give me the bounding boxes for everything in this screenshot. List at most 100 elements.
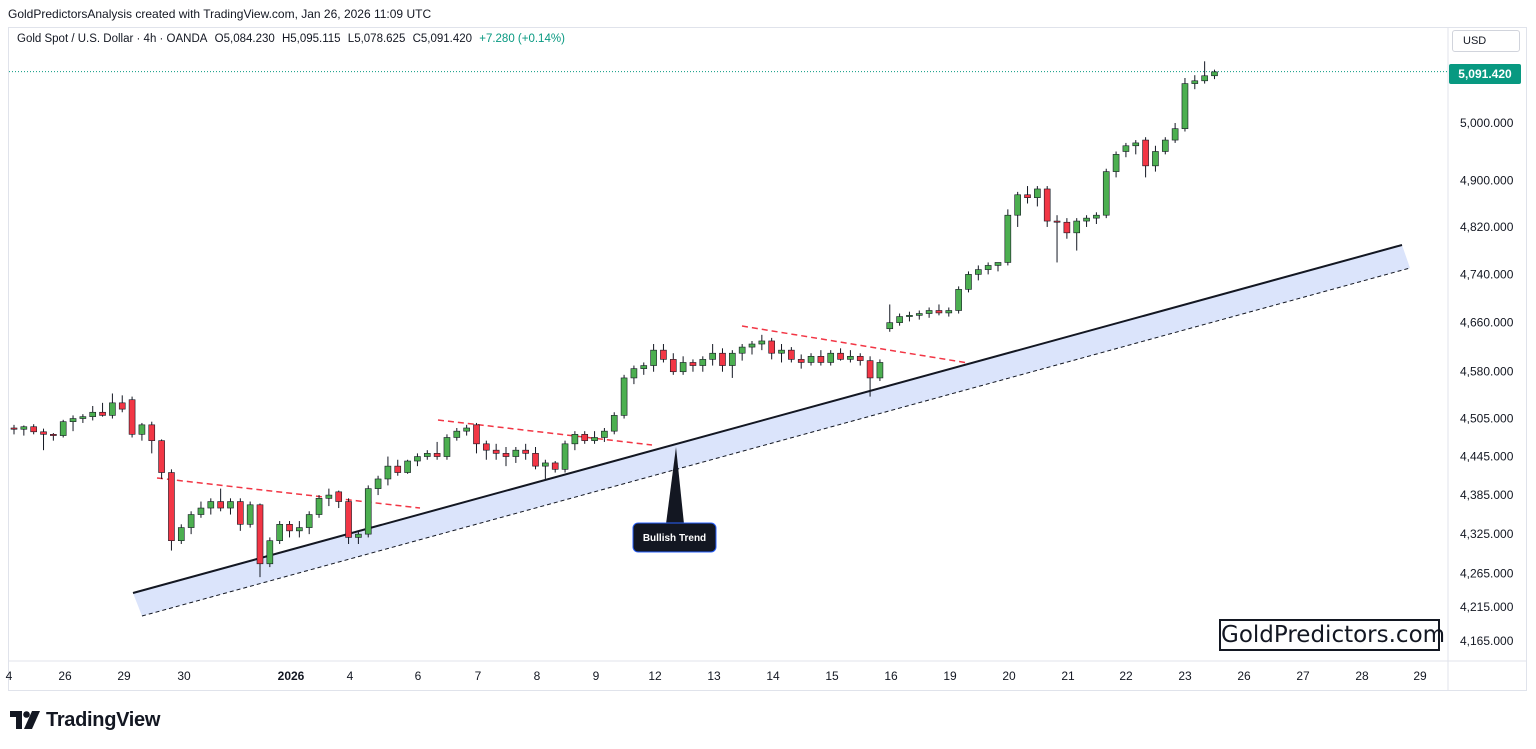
candle-body	[1004, 214, 1012, 263]
change-value: +7.280 (+0.14%)	[479, 33, 565, 45]
candle-body	[227, 501, 234, 509]
tradingview-logo[interactable]: TradingView	[10, 708, 160, 732]
candle	[965, 271, 972, 293]
candle-body	[118, 402, 126, 410]
candle-body	[886, 322, 894, 330]
candle	[355, 530, 362, 544]
candle	[483, 440, 490, 460]
candle-body	[168, 472, 175, 541]
candle	[384, 456, 392, 486]
time-tick-label: 16	[884, 669, 898, 683]
candle	[778, 344, 785, 363]
candle-body	[20, 426, 28, 430]
candle	[837, 348, 844, 361]
candle	[1112, 151, 1120, 178]
callout-label: Bullish Trend	[643, 533, 706, 544]
time-tick-label: 15	[825, 669, 839, 683]
candle-body	[837, 352, 844, 360]
candle	[217, 488, 224, 512]
candle	[522, 443, 529, 460]
candle-body	[788, 349, 795, 360]
candle	[1211, 69, 1218, 80]
candle	[463, 424, 470, 436]
time-tick-label: 12	[648, 669, 662, 683]
candles	[10, 61, 1218, 578]
chart-frame	[8, 27, 1527, 691]
candle	[738, 344, 746, 361]
resistance-lines	[156, 325, 969, 509]
candle-body	[128, 399, 136, 435]
candle-body	[256, 504, 264, 565]
candle-body	[856, 355, 864, 361]
candle-body	[1043, 188, 1051, 222]
candle	[896, 313, 903, 326]
candle	[109, 393, 116, 419]
candle-body	[719, 352, 726, 366]
candle	[256, 503, 264, 578]
candle-body	[89, 411, 97, 417]
price-tick-label: 4,820.000	[1460, 220, 1514, 234]
candle	[542, 459, 549, 479]
trendline-support	[132, 244, 1403, 594]
candle	[1093, 212, 1100, 224]
candle-body	[217, 501, 224, 509]
candle-body	[738, 346, 746, 354]
time-tick-label: 8	[534, 669, 541, 683]
candle	[453, 427, 461, 441]
symbol-name: Gold Spot / U.S. Dollar · 4h · OANDA	[17, 33, 208, 45]
candle-body	[1142, 139, 1149, 167]
candle	[709, 344, 716, 366]
candle	[994, 262, 1002, 272]
time-tick-label: 9	[593, 669, 600, 683]
candle-body	[364, 488, 372, 535]
price-tick-label: 4,900.000	[1460, 173, 1514, 187]
candle-body	[138, 424, 146, 435]
candle-body	[1161, 139, 1169, 152]
candle-body	[492, 449, 500, 454]
trend-channel	[132, 244, 1411, 617]
grid	[9, 28, 1527, 690]
candle	[168, 469, 175, 551]
candle	[748, 340, 756, 355]
candle-body	[915, 313, 923, 316]
candle-body	[640, 365, 648, 369]
candle-body	[827, 352, 835, 363]
time-tick-label: 14	[766, 669, 780, 683]
chart-caption: GoldPredictorsAnalysis created with Trad…	[8, 7, 432, 21]
candle	[237, 498, 244, 531]
candle-body	[394, 465, 402, 473]
candle-body	[1073, 220, 1081, 234]
candle-body	[374, 478, 382, 489]
price-tick-label: 4,265.000	[1460, 567, 1514, 581]
candle-body	[935, 310, 943, 314]
candle	[473, 422, 480, 454]
price-tick-label: 4,505.000	[1460, 412, 1514, 426]
candle	[394, 459, 402, 476]
candle	[158, 439, 165, 479]
candle	[69, 415, 77, 432]
candle	[571, 431, 579, 451]
candle	[561, 440, 569, 473]
candle-body	[591, 437, 598, 441]
candle-body	[276, 524, 283, 541]
candle-body	[679, 362, 687, 373]
time-tick-label: 30	[177, 669, 191, 683]
trendline-lower-dashed	[141, 267, 1411, 617]
candle-body	[10, 427, 18, 430]
candle-body	[237, 501, 244, 525]
bullish-trend-callout: Bullish Trend	[632, 447, 717, 553]
candle	[492, 443, 500, 460]
candle	[610, 412, 618, 435]
candle	[1053, 215, 1061, 263]
candle-body	[414, 456, 421, 462]
currency-selector[interactable]: USD	[1452, 30, 1520, 52]
candle-body	[699, 359, 707, 366]
price-tick-label: 4,325.000	[1460, 527, 1514, 541]
candle-body	[542, 462, 549, 467]
candle	[807, 353, 815, 366]
candle-body	[955, 289, 962, 311]
candle	[650, 344, 657, 372]
candle-body	[1152, 151, 1159, 167]
candle	[433, 441, 441, 460]
